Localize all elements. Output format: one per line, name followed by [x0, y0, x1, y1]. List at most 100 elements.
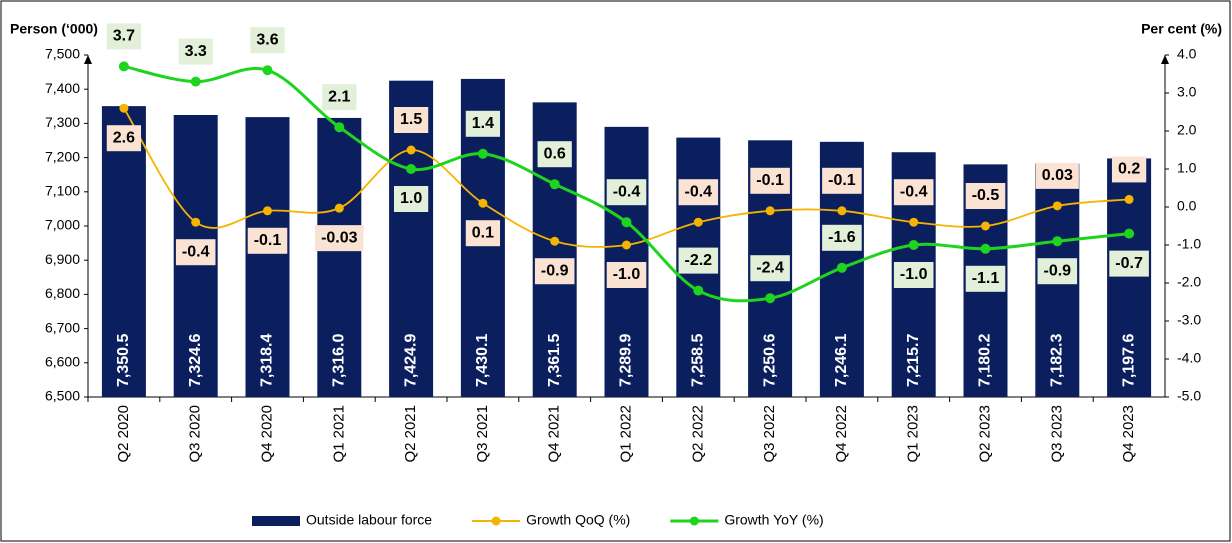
point	[837, 206, 847, 216]
data-label-bg	[822, 167, 862, 194]
data-label-bg	[175, 239, 216, 266]
y2-tick-label: 0.0	[1177, 198, 1197, 214]
data-label-bg	[322, 84, 357, 111]
legend-marker	[689, 516, 699, 526]
point	[980, 243, 991, 254]
data-label-bg	[106, 23, 142, 50]
data-label-bg	[534, 258, 575, 285]
bar-value-label: 7,430.1	[474, 334, 491, 387]
x-tick-label: Q1 2023	[905, 405, 922, 463]
data-label: 2.6	[113, 129, 135, 146]
point	[909, 217, 919, 227]
y2-tick-label: -4.0	[1177, 350, 1201, 366]
data-label-bg	[893, 262, 934, 288]
point	[1052, 236, 1063, 247]
bar-value-label: 7,318.4	[259, 334, 276, 387]
data-label-bg	[750, 255, 790, 282]
data-label: -0.7	[1115, 255, 1143, 272]
y2-tick-label: 2.0	[1177, 122, 1197, 138]
y-tick-label: 7,400	[45, 80, 80, 96]
legend-label: Outside labour force	[306, 512, 432, 528]
y2-tick-label: 4.0	[1177, 46, 1197, 62]
data-label-bg	[537, 141, 572, 168]
data-label-bg	[465, 110, 501, 137]
bar-value-label: 7,258.5	[690, 334, 707, 387]
y2-tick-label: 1.0	[1177, 160, 1197, 176]
x-tick-label: Q3 2020	[187, 405, 204, 463]
data-label: -0.4	[613, 183, 641, 200]
y2-tick-label: 3.0	[1177, 84, 1197, 100]
y2-axis-title: Per cent (%)	[1141, 21, 1222, 37]
point	[693, 217, 703, 227]
point	[908, 240, 919, 250]
bar-value-label: 7,324.6	[187, 334, 204, 387]
data-label-bg	[1109, 250, 1149, 277]
data-label-bg	[393, 107, 429, 133]
y2-axis-arrow	[1161, 55, 1169, 64]
data-label: -1.1	[972, 270, 1000, 287]
bar	[101, 106, 146, 397]
x-tick-label: Q3 2022	[761, 405, 778, 463]
data-label: -0.03	[321, 229, 358, 246]
bar-value-label: 7,424.9	[402, 334, 419, 387]
point	[765, 206, 775, 216]
data-label-bg	[1035, 162, 1079, 189]
x-tick-label: Q2 2021	[402, 405, 419, 463]
data-label-bg	[893, 179, 934, 206]
data-label: 1.4	[472, 115, 494, 132]
data-label: -1.0	[900, 266, 928, 283]
data-label: 0.1	[472, 224, 494, 241]
y-tick-label: 6,500	[45, 388, 80, 404]
data-label: 2.1	[328, 88, 350, 105]
bar-value-label: 7,350.5	[115, 334, 132, 387]
data-label: -0.9	[1044, 262, 1072, 279]
legend-swatch	[252, 516, 300, 526]
bar-value-label: 7,215.7	[905, 334, 922, 387]
data-label-bg	[606, 179, 647, 206]
data-label: -1.6	[828, 229, 856, 246]
y-axis-arrow	[84, 55, 92, 64]
bar	[389, 80, 434, 397]
data-label: -0.1	[828, 172, 856, 189]
data-label-bg	[750, 167, 790, 194]
bar	[604, 126, 649, 398]
data-label: -0.1	[254, 232, 282, 249]
point	[477, 148, 488, 159]
data-label: 0.03	[1042, 167, 1073, 184]
bar-value-label: 7,361.5	[546, 334, 563, 387]
point	[765, 293, 776, 304]
data-label-bg	[965, 265, 1006, 292]
point	[836, 262, 847, 273]
y-tick-label: 6,600	[45, 354, 80, 370]
x-tick-label: Q2 2020	[115, 405, 132, 463]
point	[334, 203, 344, 213]
legend-label: Growth QoQ (%)	[526, 512, 630, 528]
x-tick-label: Q1 2021	[330, 405, 347, 463]
x-tick-label: Q2 2023	[976, 405, 993, 463]
data-label: -2.4	[756, 259, 784, 276]
data-label-bg	[315, 225, 364, 252]
bar-value-label: 7,182.3	[1049, 334, 1066, 387]
point	[406, 164, 417, 174]
bar-value-label: 7,180.2	[977, 334, 994, 387]
bar-value-label: 7,197.6	[1120, 334, 1137, 387]
point	[334, 122, 345, 133]
data-label: -0.5	[972, 187, 1000, 204]
point	[262, 65, 273, 76]
y-tick-label: 6,700	[45, 319, 80, 335]
point	[549, 179, 560, 190]
data-label: -0.4	[900, 183, 928, 200]
data-label: -0.4	[182, 243, 210, 260]
data-label: -0.1	[756, 172, 784, 189]
data-label-bg	[965, 183, 1006, 209]
point	[406, 145, 416, 155]
y2-tick-label: -3.0	[1177, 312, 1201, 328]
point	[190, 76, 201, 87]
y-tick-label: 7,500	[45, 46, 80, 62]
data-label: 0.6	[544, 145, 566, 162]
data-label-bg	[250, 27, 285, 54]
legend-label: Growth YoY (%)	[724, 512, 823, 528]
y-tick-label: 6,900	[45, 251, 80, 267]
data-label-bg	[465, 220, 501, 247]
